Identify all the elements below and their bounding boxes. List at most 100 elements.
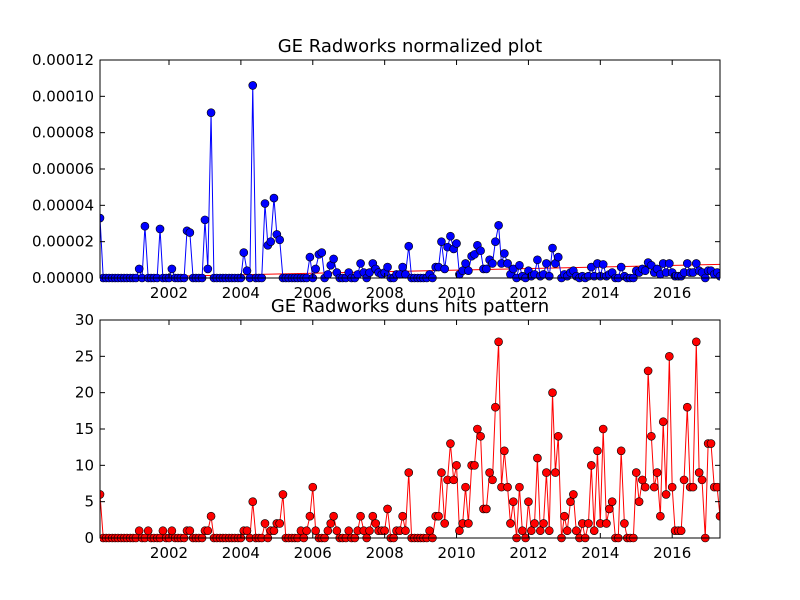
y-tick-label: 25 xyxy=(75,347,94,365)
y-tick-label: 0.00008 xyxy=(32,124,94,142)
y-tick-label: 0.00012 xyxy=(32,51,94,69)
data-point xyxy=(494,221,503,230)
data-point xyxy=(260,519,270,528)
data-point xyxy=(269,193,279,203)
data-point xyxy=(506,519,515,528)
data-point xyxy=(473,424,482,434)
x-tick-label: 2002 xyxy=(150,544,188,562)
data-point xyxy=(665,259,674,268)
data-point xyxy=(548,388,557,397)
data-point xyxy=(464,266,473,276)
data-point xyxy=(239,248,249,257)
x-tick-label: 2012 xyxy=(509,544,547,562)
data-point xyxy=(524,497,533,506)
data-point xyxy=(542,259,551,268)
data-point xyxy=(311,264,320,274)
data-point xyxy=(440,264,449,274)
data-point xyxy=(278,490,288,499)
x-tick-label: 2006 xyxy=(294,544,332,562)
data-point xyxy=(404,241,414,251)
data-point xyxy=(682,259,692,268)
data-point xyxy=(248,81,258,90)
data-point xyxy=(491,402,500,412)
data-point xyxy=(155,224,165,234)
data-point xyxy=(533,255,542,265)
data-point xyxy=(317,248,327,257)
data-point xyxy=(305,252,315,262)
data-point xyxy=(542,468,551,477)
data-point xyxy=(242,266,252,276)
data-point xyxy=(667,482,677,492)
data-point xyxy=(494,337,503,347)
y-tick-label: 0.00006 xyxy=(32,160,94,178)
data-point xyxy=(275,519,285,528)
x-tick-label: 2004 xyxy=(222,544,260,562)
data-point xyxy=(425,526,434,536)
data-point xyxy=(134,264,144,274)
data-point xyxy=(607,497,617,506)
data-point xyxy=(658,417,668,427)
data-point xyxy=(269,526,279,536)
data-point xyxy=(371,519,380,528)
x-tick-label: 2002 xyxy=(150,284,188,302)
data-point xyxy=(323,270,333,279)
data-point xyxy=(491,237,500,246)
data-point xyxy=(620,519,629,528)
plot-area xyxy=(100,60,720,278)
data-point xyxy=(100,213,105,223)
data-point xyxy=(482,504,491,514)
data-point xyxy=(593,446,602,456)
x-tick-label: 2016 xyxy=(653,284,691,302)
data-point xyxy=(167,526,177,536)
data-point xyxy=(587,461,596,470)
data-point xyxy=(638,475,647,485)
data-point xyxy=(398,511,407,521)
data-point xyxy=(691,259,701,268)
data-point xyxy=(665,352,674,361)
data-point xyxy=(437,468,446,477)
x-tick-label: 2014 xyxy=(581,544,619,562)
y-tick-label: 30 xyxy=(75,311,94,329)
data-point xyxy=(518,526,527,536)
data-point xyxy=(631,468,641,477)
data-point xyxy=(715,511,720,521)
data-point xyxy=(571,526,581,536)
data-point xyxy=(706,439,716,448)
data-point xyxy=(688,482,698,492)
x-tick-label: 2010 xyxy=(437,284,475,302)
data-point xyxy=(446,231,455,241)
data-point xyxy=(449,475,458,485)
data-point xyxy=(275,235,285,245)
data-point xyxy=(356,511,365,521)
data-point xyxy=(553,252,563,262)
data-point xyxy=(485,468,494,477)
data-point xyxy=(185,228,195,237)
data-point xyxy=(203,526,213,536)
x-tick-label: 2014 xyxy=(581,284,619,302)
x-tick-label: 2008 xyxy=(366,544,404,562)
data-point xyxy=(134,526,144,536)
data-point xyxy=(503,259,512,268)
data-point xyxy=(548,243,557,253)
data-point xyxy=(640,266,650,276)
data-point xyxy=(368,511,378,521)
x-tick-label: 2008 xyxy=(366,284,404,302)
data-point xyxy=(482,264,491,274)
chart-title: GE Radworks normalized plot xyxy=(278,36,543,57)
data-point xyxy=(398,262,407,272)
data-point xyxy=(143,526,153,536)
data-point xyxy=(437,237,446,246)
data-point xyxy=(440,519,449,528)
data-point xyxy=(100,490,105,499)
data-point xyxy=(311,526,320,536)
data-point xyxy=(500,249,509,258)
data-point xyxy=(404,468,414,477)
y-tick-label: 0.00000 xyxy=(32,269,94,287)
data-point xyxy=(308,482,318,492)
data-point xyxy=(365,526,374,536)
data-point xyxy=(697,475,707,485)
x-tick-label: 2016 xyxy=(653,544,691,562)
x-tick-label: 2004 xyxy=(222,284,260,302)
